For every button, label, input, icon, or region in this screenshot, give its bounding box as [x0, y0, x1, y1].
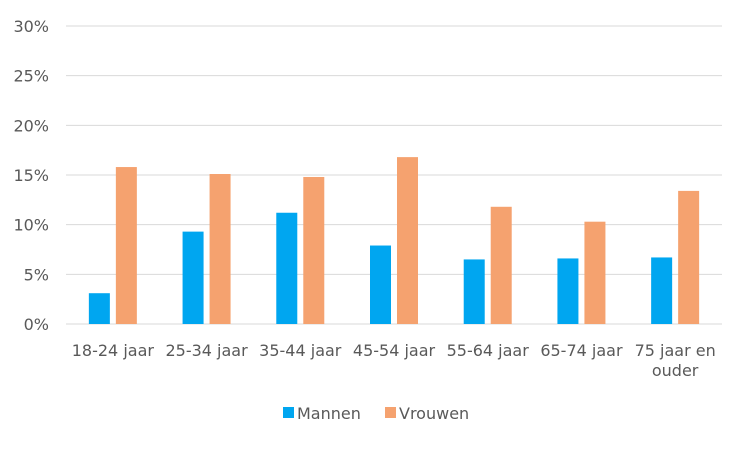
- x-tick-label: 25-34 jaar: [165, 341, 248, 360]
- gridlines: [66, 25, 722, 325]
- y-tick-label: 15%: [13, 166, 49, 185]
- legend: Mannen Vrouwen: [283, 404, 469, 423]
- bars: [88, 157, 700, 324]
- y-tick-label: 10%: [13, 216, 49, 235]
- bar-mannen: [651, 257, 673, 324]
- bar-vrouwen: [303, 176, 325, 324]
- bar-vrouwen: [397, 157, 418, 324]
- x-tick-label: 55-64 jaar: [447, 341, 530, 360]
- bar-mannen: [182, 231, 204, 324]
- x-tick-label: 35-44 jaar: [259, 341, 342, 360]
- bar-mannen: [370, 245, 391, 324]
- legend-swatch-vrouwen: [385, 407, 396, 418]
- bar-mannen: [463, 259, 485, 324]
- bar-vrouwen: [115, 167, 137, 324]
- legend-label-vrouwen: Vrouwen: [399, 404, 469, 423]
- legend-swatch-mannen: [283, 407, 294, 418]
- bar-vrouwen: [490, 206, 512, 324]
- bar-vrouwen: [678, 190, 700, 324]
- legend-label-mannen: Mannen: [297, 404, 361, 423]
- x-tick-label: 75 jaar en ouder: [635, 341, 716, 380]
- x-tick-label: 65-74 jaar: [540, 341, 623, 360]
- y-tick-label: 20%: [13, 116, 49, 135]
- y-tick-label: 30%: [13, 17, 49, 36]
- x-tick-label: 45-54 jaar: [353, 341, 436, 360]
- bar-vrouwen: [209, 174, 231, 324]
- bar-mannen: [88, 293, 110, 324]
- bar-vrouwen: [584, 221, 606, 324]
- bar-mannen: [276, 212, 298, 324]
- y-tick-label: 0%: [24, 315, 49, 334]
- x-tick-label: 18-24 jaar: [72, 341, 155, 360]
- y-tick-label: 25%: [13, 67, 49, 86]
- y-axis-ticks: 0% 5% 10% 15% 20% 25% 30%: [13, 17, 49, 334]
- x-axis-ticks: 18-24 jaar 25-34 jaar 35-44 jaar 45-54 jaar…: [72, 341, 716, 380]
- y-tick-label: 5%: [24, 265, 49, 284]
- bar-mannen: [557, 258, 579, 324]
